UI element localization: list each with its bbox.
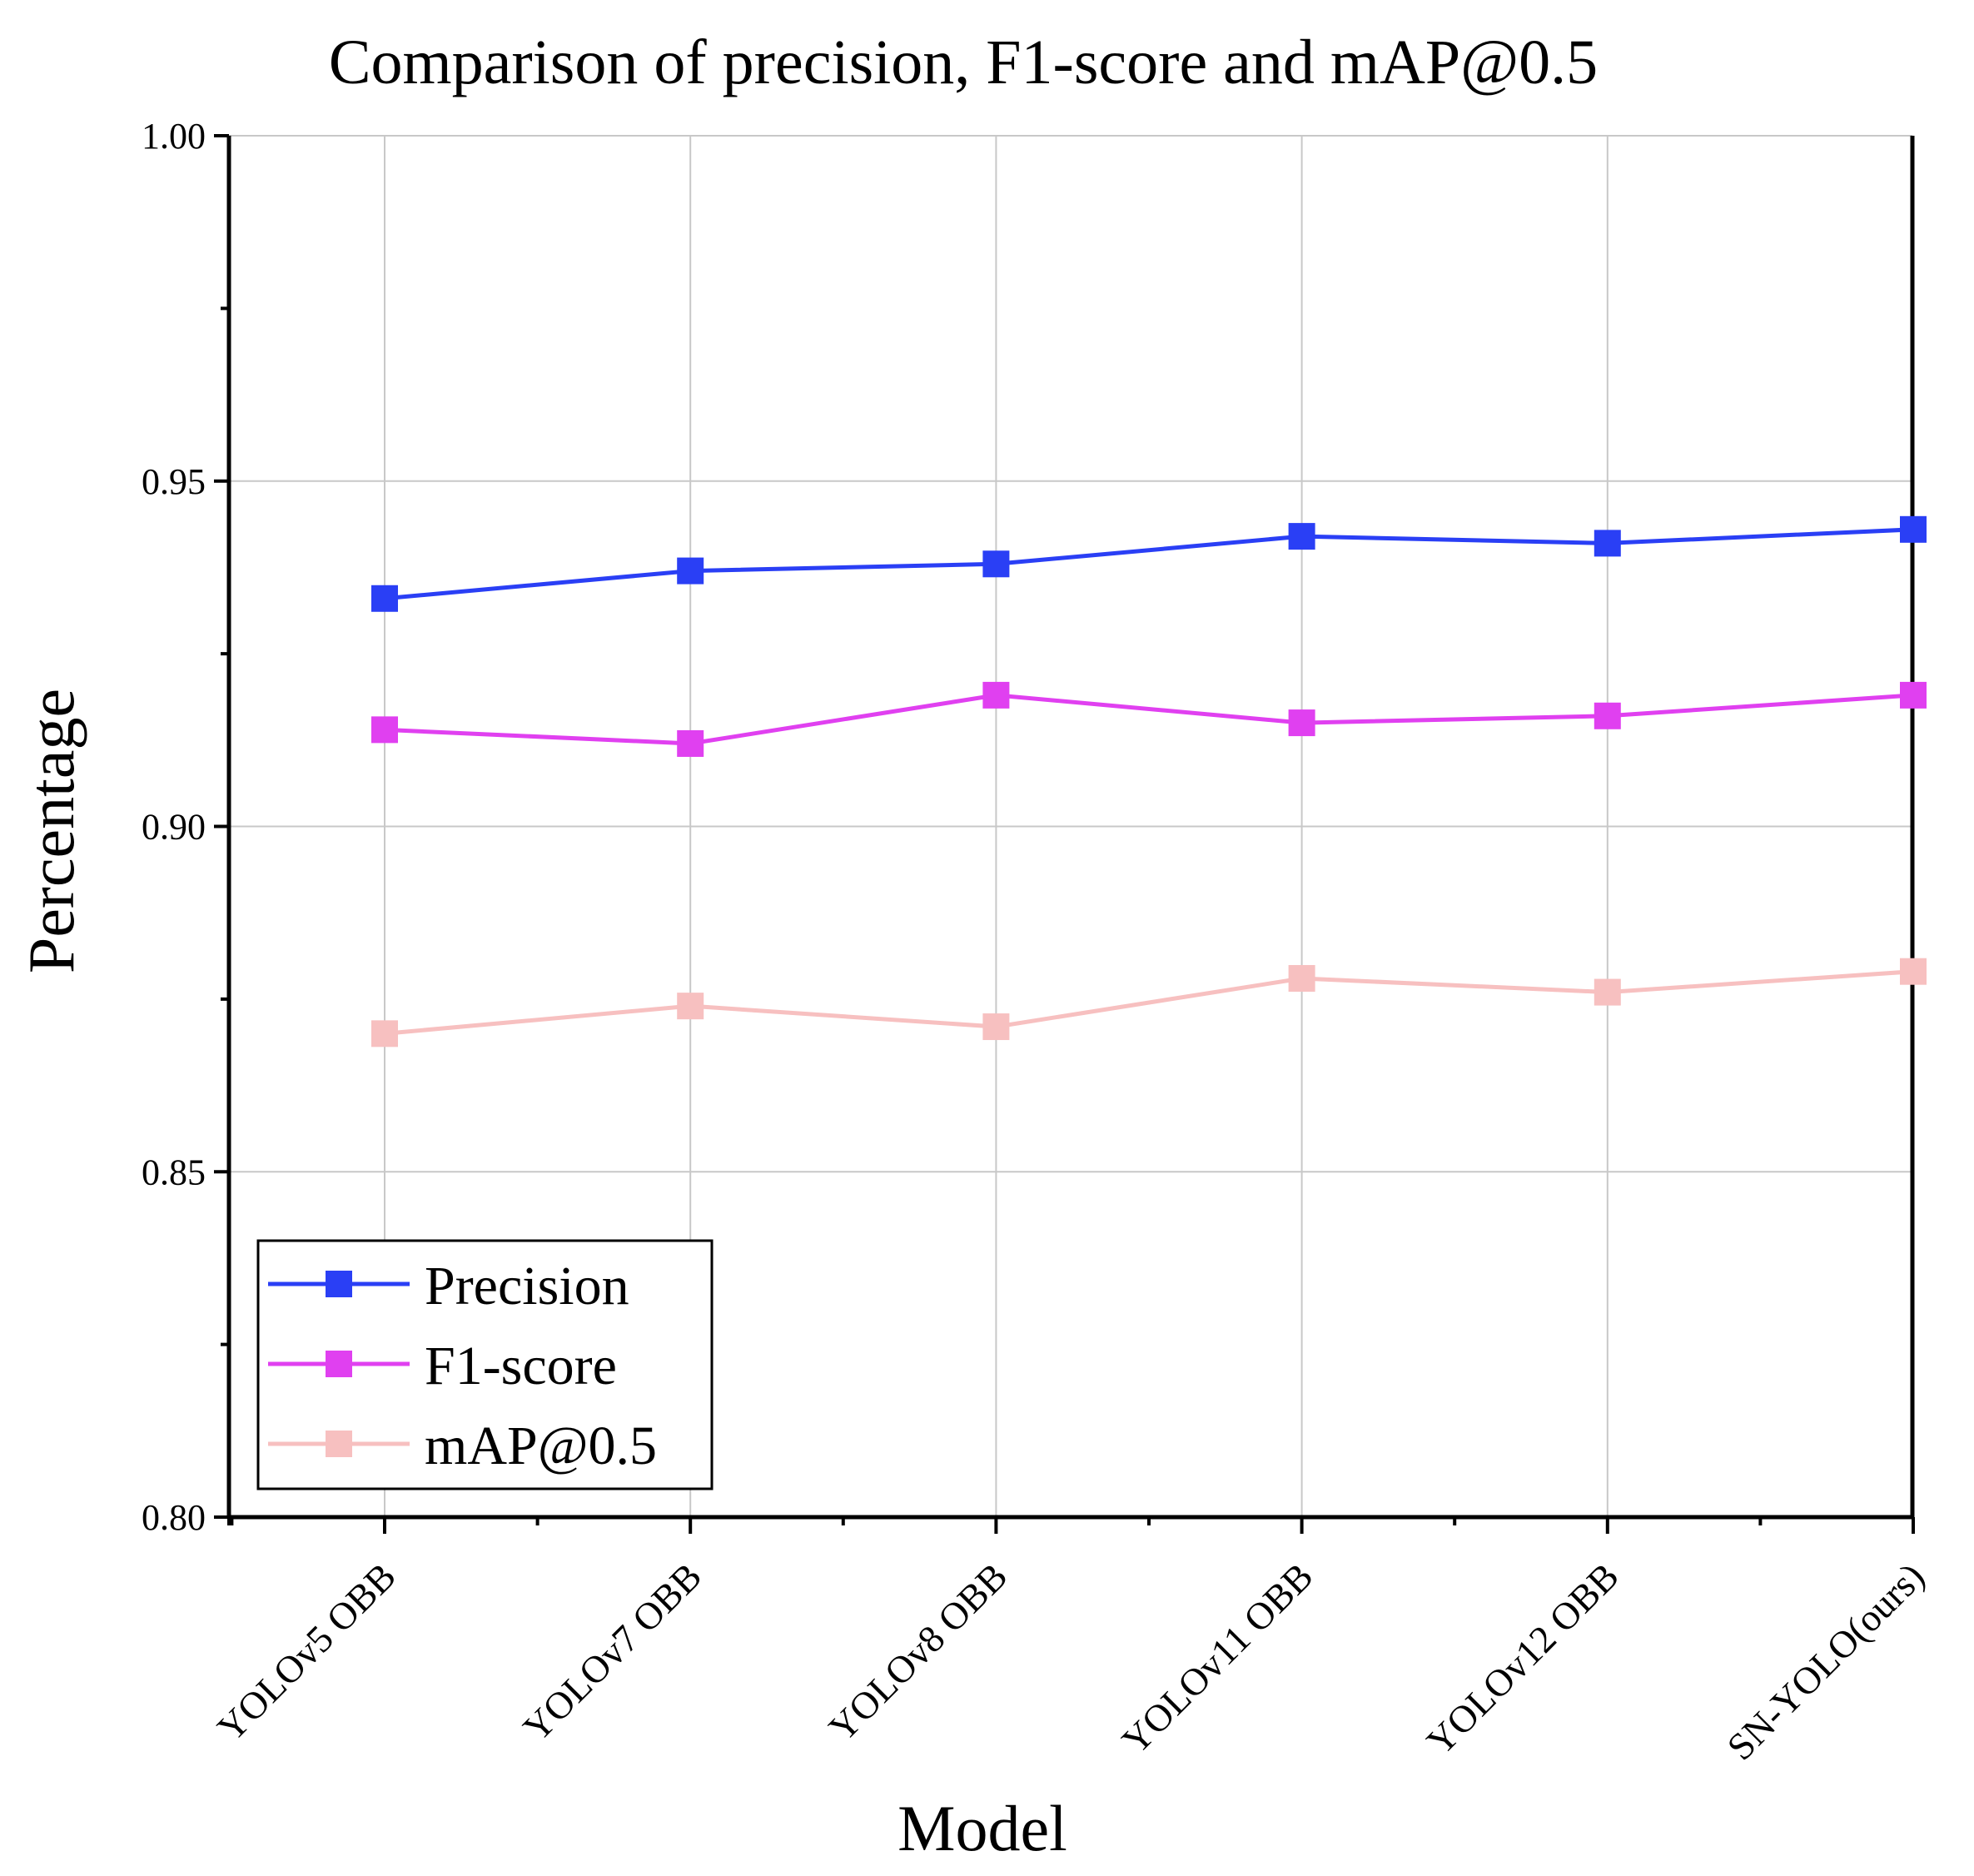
x-axis-label: Model [897, 1792, 1067, 1864]
legend-marker [326, 1351, 352, 1377]
y-tick-label: 0.85 [142, 1152, 206, 1192]
legend-label: mAP@0.5 [425, 1416, 657, 1476]
data-point [371, 716, 398, 744]
data-point [1288, 709, 1315, 737]
series-group [371, 515, 1927, 1047]
data-point [982, 681, 1010, 709]
y-tick-label: 0.80 [142, 1497, 206, 1538]
data-point [677, 993, 704, 1020]
data-point [677, 729, 704, 757]
x-tick-label: YOLOv11 OBB [1114, 1555, 1321, 1762]
data-point [1288, 964, 1315, 992]
y-tick-label: 1.00 [142, 116, 206, 157]
y-axis-label: Percentage [15, 689, 87, 973]
series-line-precision [384, 527, 1914, 601]
data-point [371, 1020, 398, 1047]
x-tick-label: YOLOv7 OBB [515, 1555, 709, 1749]
legend-label: Precision [425, 1256, 629, 1316]
x-tick-label: YOLOv12 OBB [1419, 1555, 1627, 1763]
axes: 0.80 0.85 0.90 0.95 1.00 YOLOv5 OBB YOLOv7 OBB… [142, 116, 1932, 1769]
data-point [982, 1013, 1010, 1041]
data-point [1288, 523, 1315, 550]
y-tick-label: 0.95 [142, 461, 206, 502]
legend-marker [326, 1431, 352, 1457]
x-tick-label: YOLOv8 OBB [821, 1555, 1016, 1749]
x-tick-label: YOLOv5 OBB [209, 1555, 404, 1749]
legend-label: F1-score [425, 1336, 617, 1396]
x-tick-label: SN-YOLO(ours) [1719, 1555, 1933, 1769]
series-line-f1-score [384, 693, 1914, 746]
data-point [1594, 530, 1621, 557]
data-point [371, 585, 398, 612]
y-tick-label: 0.90 [142, 807, 206, 848]
legend-marker [326, 1271, 352, 1297]
data-point [1900, 515, 1927, 543]
data-point [1594, 978, 1621, 1006]
series-line-map-0-5 [384, 969, 1914, 1036]
data-point [982, 550, 1010, 578]
data-point [1900, 958, 1927, 985]
legend: Precision F1-score mAP@0.5 [256, 1239, 714, 1490]
data-point [677, 557, 704, 585]
data-point [1900, 681, 1927, 709]
chart-title: Comparison of precision, F1-score and mA… [329, 27, 1598, 97]
data-point [1594, 702, 1621, 729]
